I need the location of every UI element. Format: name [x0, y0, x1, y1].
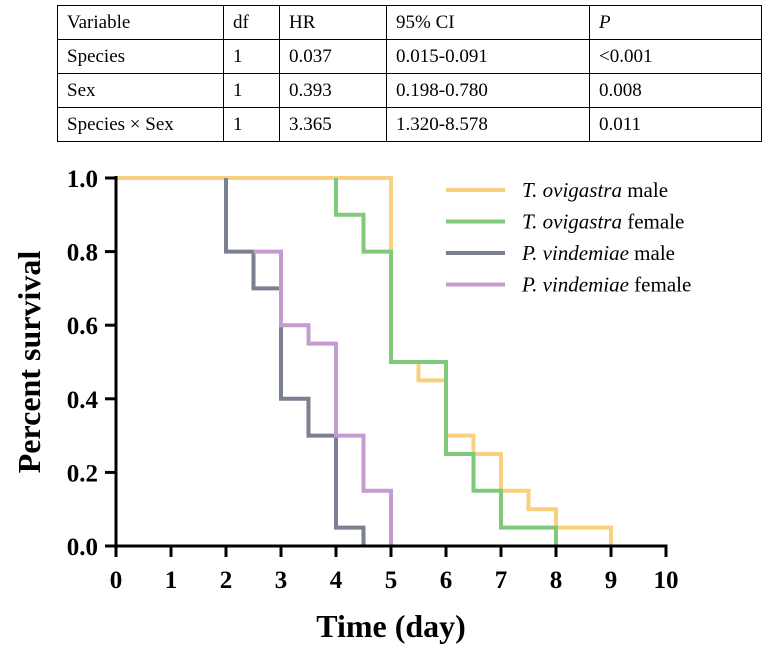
table-row: Species 1 0.037 0.015-0.091 <0.001 — [57, 39, 762, 74]
legend-sex: male — [622, 178, 668, 202]
x-tick-label: 4 — [330, 567, 343, 594]
table-cell: 0.008 — [589, 73, 762, 108]
legend-sex: female — [622, 210, 684, 234]
legend-sex: male — [629, 241, 675, 265]
table-cell: 3.365 — [279, 107, 387, 142]
x-tick-label: 2 — [220, 567, 233, 594]
y-axis-title: Percent survival — [11, 251, 47, 474]
series-line-3 — [253, 249, 393, 546]
legend-label-2: P. vindemiae male — [521, 241, 675, 265]
table-cell: Species × Sex — [57, 107, 224, 142]
table-cell: 1 — [223, 39, 280, 74]
legend-species-name: T. ovigastra — [522, 178, 622, 202]
series-line-2 — [224, 178, 366, 546]
series-layer — [116, 176, 613, 546]
x-tick-label: 10 — [654, 567, 679, 594]
table-header-row: Variable df HR 95% CI P — [57, 5, 762, 40]
x-tick-label: 6 — [440, 567, 453, 594]
table-row: Species × Sex 1 3.365 1.320-8.578 0.011 — [57, 107, 762, 142]
legend-species-name: P. vindemiae — [521, 273, 629, 297]
y-tick-label: 0.8 — [67, 240, 98, 267]
x-tick-label: 0 — [110, 567, 123, 594]
legend-species-name: T. ovigastra — [522, 210, 622, 234]
header-cell: 95% CI — [386, 5, 590, 40]
table-cell: Species — [57, 39, 224, 74]
y-tick-label: 0.0 — [67, 534, 98, 561]
legend-label-0: T. ovigastra male — [522, 178, 668, 202]
table-cell: 1 — [223, 107, 280, 142]
table-cell: 0.011 — [589, 107, 762, 142]
header-cell: df — [223, 5, 280, 40]
statistics-table: Variable df HR 95% CI P Species 1 0.037 … — [57, 5, 762, 142]
table-cell: Sex — [57, 73, 224, 108]
x-tick-label: 9 — [605, 567, 618, 594]
legend-sex: female — [629, 273, 691, 297]
axes-layer: 0 1 2 3 4 5 6 7 8 9 10 0.0 0.2 0.4 0.6 0.8 1.0 — [67, 166, 679, 594]
table-row: Sex 1 0.393 0.198-0.780 0.008 — [57, 73, 762, 108]
header-cell: Variable — [57, 5, 224, 40]
table-cell: 0.015-0.091 — [386, 39, 590, 74]
table-cell: 0.393 — [279, 73, 387, 108]
series-line-1 — [334, 178, 558, 546]
y-tick-label: 0.6 — [67, 313, 98, 340]
legend-species-name: P. vindemiae — [521, 241, 629, 265]
y-tick-label: 1.0 — [67, 166, 98, 193]
y-tick-label: 0.4 — [67, 387, 99, 414]
x-tick-label: 8 — [550, 567, 563, 594]
x-tick-label: 7 — [495, 567, 508, 594]
legend-label-1: T. ovigastra female — [522, 210, 684, 234]
x-tick-label: 5 — [385, 567, 398, 594]
x-axis-title: Time (day) — [316, 608, 466, 644]
y-tick-label: 0.2 — [67, 460, 98, 487]
x-tick-label: 3 — [275, 567, 288, 594]
table-cell: 0.037 — [279, 39, 387, 74]
legend-label-3: P. vindemiae female — [521, 273, 691, 297]
x-tick-label: 1 — [165, 567, 178, 594]
